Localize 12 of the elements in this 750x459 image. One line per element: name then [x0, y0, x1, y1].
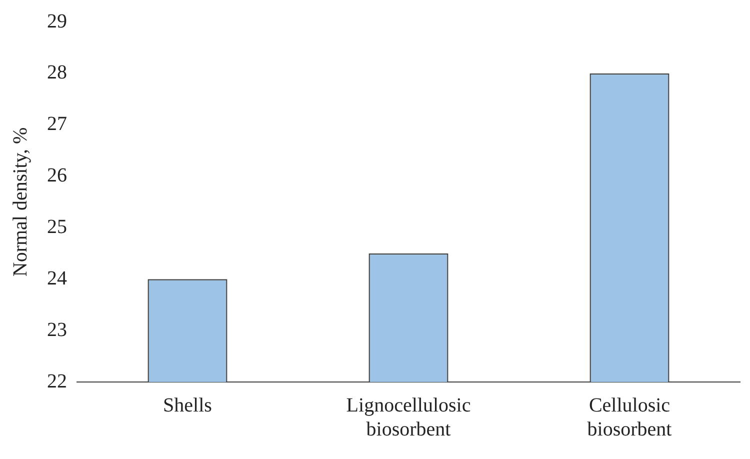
y-tick-label: 27: [47, 113, 67, 136]
y-tick-label: 23: [47, 318, 67, 341]
x-tick-label: Lignocellulosic biosorbent: [346, 394, 471, 440]
y-tick-label: 26: [47, 164, 67, 187]
y-tick-label: 28: [47, 62, 67, 84]
y-tick-label: 24: [47, 267, 67, 290]
y-axis-title: Normal density, %: [9, 127, 32, 277]
y-tick-label: 29: [47, 10, 67, 32]
y-tick-label: 25: [47, 216, 67, 238]
y-tick-label: 22: [47, 370, 67, 392]
x-tick-label: Shells: [163, 394, 212, 416]
x-tick-label: Cellulosic biosorbent: [587, 394, 672, 440]
